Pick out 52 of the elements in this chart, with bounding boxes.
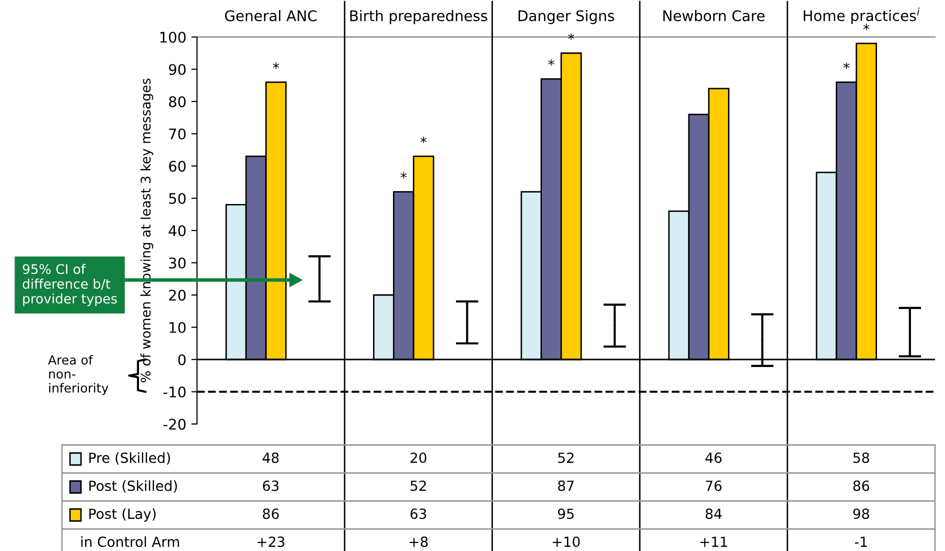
legend-label: Post (Lay) bbox=[89, 508, 156, 522]
text: in Control Arm bbox=[81, 536, 180, 548]
annotation: * bbox=[863, 24, 870, 30]
data-label: 87 bbox=[558, 480, 574, 492]
data-label: 84 bbox=[706, 508, 722, 520]
annotation: * bbox=[420, 136, 427, 144]
x-tick-label: Newborn Care bbox=[663, 10, 765, 22]
data-label: 46 bbox=[705, 452, 722, 464]
y-tick-label: 40 bbox=[168, 225, 186, 236]
y-tick-label: -20 bbox=[163, 418, 186, 430]
y-tick-label: 60 bbox=[169, 160, 186, 172]
data-label: 95 bbox=[558, 508, 574, 520]
y-tick-label: 80 bbox=[169, 96, 186, 108]
text: +11 bbox=[700, 536, 727, 547]
text: Area of non- inferiority bbox=[48, 354, 108, 396]
text: +10 bbox=[552, 536, 580, 548]
data-label: 98 bbox=[853, 508, 870, 520]
x-tick-label: General ANC bbox=[225, 10, 317, 22]
annotation: * bbox=[400, 172, 407, 178]
x-tick-label: Birth preparedness bbox=[350, 10, 488, 24]
annotation: * bbox=[568, 33, 574, 40]
data-label: 86 bbox=[262, 508, 279, 520]
y-tick-label: 100 bbox=[160, 32, 186, 43]
data-label: 48 bbox=[262, 452, 279, 464]
text: -1 bbox=[854, 536, 867, 547]
y-axis-title: % of women knowing at least 3 key messages bbox=[140, 78, 154, 382]
y-tick-label: 20 bbox=[169, 290, 186, 301]
y-tick-label: 70 bbox=[169, 128, 186, 140]
y-tick-label: 30 bbox=[169, 257, 186, 268]
data-label: 63 bbox=[262, 480, 279, 492]
annotation: * bbox=[843, 62, 850, 69]
data-label: 76 bbox=[706, 480, 722, 492]
data-label: 52 bbox=[410, 480, 426, 492]
annotation: * bbox=[548, 59, 554, 66]
text: +8 bbox=[410, 536, 428, 548]
y-tick-label: -10 bbox=[163, 386, 186, 398]
data-label: 63 bbox=[410, 508, 426, 520]
y-tick-label: 90 bbox=[168, 64, 186, 75]
data-label: 58 bbox=[853, 452, 870, 464]
y-tick-label: 0 bbox=[178, 354, 186, 366]
data-label: 86 bbox=[853, 480, 870, 492]
annotation: * bbox=[272, 62, 280, 69]
y-tick-label: 10 bbox=[170, 322, 186, 333]
text: 95% CI of difference b/t provider types bbox=[22, 264, 117, 306]
data-label: 20 bbox=[410, 452, 426, 464]
x-tick-label: Danger Signs bbox=[518, 10, 614, 24]
y-tick-label: 50 bbox=[169, 192, 186, 204]
x-tick-label: Home practices$^{i}$ bbox=[804, 8, 920, 24]
text: +23 bbox=[258, 536, 284, 548]
legend-label: Pre (Skilled) bbox=[89, 452, 170, 465]
data-label: 52 bbox=[558, 452, 574, 464]
legend-label: Post (Skilled) bbox=[89, 480, 177, 493]
